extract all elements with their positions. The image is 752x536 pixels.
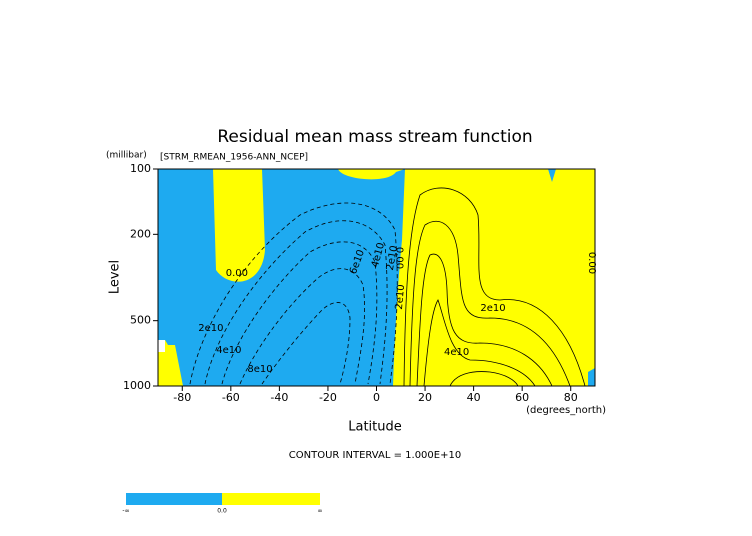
x-units: (degrees_north) <box>526 405 606 416</box>
x-axis-label: Latitude <box>348 420 402 435</box>
x-tick-label: -60 <box>222 391 240 404</box>
contour-label: 2e10 <box>198 323 223 334</box>
colorbar-negative <box>126 493 222 505</box>
colorbar-label: ∞ <box>318 508 323 515</box>
contour-label: 0.00 <box>394 247 405 269</box>
x-tick-label: -20 <box>319 391 337 404</box>
x-tick-label: 20 <box>418 391 432 404</box>
negative-contours <box>189 202 398 385</box>
negative-region <box>548 169 556 182</box>
contour-label: 4e10 <box>444 347 469 358</box>
y-units: (millibar) <box>106 151 147 161</box>
contour-label: 2e10 <box>394 284 407 310</box>
chart-title: Residual mean mass stream function <box>217 127 532 147</box>
negative-region <box>588 368 595 386</box>
positive-contours <box>403 187 586 386</box>
x-tick-label: 0 <box>373 391 380 404</box>
colorbar-positive <box>222 493 320 505</box>
contour-label: 2e10 <box>480 303 505 314</box>
contour-label: 2e10 <box>385 245 400 272</box>
x-tick-label: 60 <box>515 391 529 404</box>
y-tick-label: 200 <box>130 227 151 240</box>
y-tick-label: 1000 <box>123 379 151 392</box>
colorbar-label: -∞ <box>122 508 129 515</box>
x-tick-label: -40 <box>270 391 288 404</box>
y-axis-label: Level <box>108 260 123 294</box>
contour-label: 4e10 <box>216 345 241 356</box>
y-tick-label: 100 <box>130 162 151 175</box>
contour-fill <box>158 169 595 386</box>
y-tick-label: 500 <box>130 314 151 327</box>
subtitle: [STRM_RMEAN_1956-ANN_NCEP] <box>160 153 308 163</box>
footer: CONTOUR INTERVAL = 1.000E+10 <box>289 450 461 461</box>
positive-region <box>165 345 183 386</box>
missing-region <box>158 340 165 352</box>
x-tick-label: 80 <box>564 391 578 404</box>
contour-label: 0.00 <box>226 268 248 279</box>
negative-region <box>158 169 405 386</box>
x-tick-label: -80 <box>173 391 191 404</box>
x-tick-label: 40 <box>467 391 481 404</box>
colorbar-label: 0.0 <box>217 508 227 515</box>
positive-region <box>213 169 265 282</box>
contour-label: 8e10 <box>247 364 272 375</box>
contour-label: 0.00 <box>586 252 597 274</box>
